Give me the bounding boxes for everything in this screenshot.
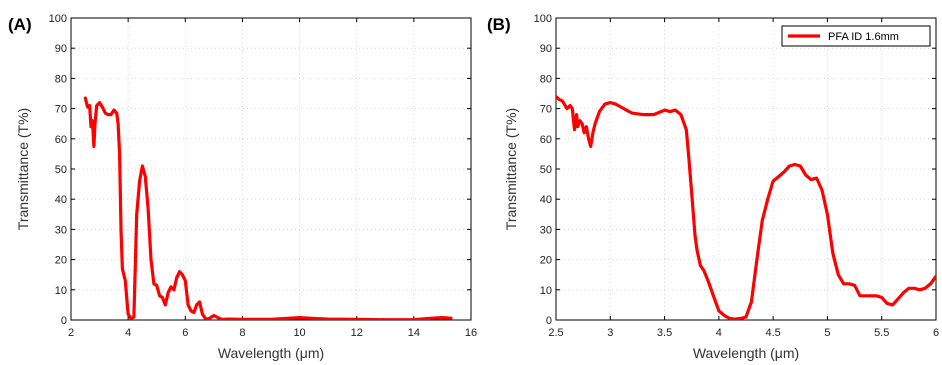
x-tick-label: 5.5 (874, 327, 889, 339)
panel-label: (A) (8, 15, 32, 34)
y-tick-label: 0 (61, 315, 67, 327)
y-tick-label: 100 (534, 13, 552, 25)
y-tick-label: 10 (55, 285, 67, 297)
x-axis-label: Wavelength (μm) (693, 345, 799, 361)
panel-label: (B) (487, 15, 511, 34)
legend-box (781, 25, 931, 47)
x-tick-label: 4 (125, 327, 131, 339)
y-tick-label: 0 (546, 315, 552, 327)
y-tick-label: 70 (55, 104, 67, 116)
y-tick-label: 50 (55, 164, 67, 176)
x-axis-label: Wavelength (μm) (218, 345, 324, 361)
y-tick-label: 10 (540, 285, 552, 297)
y-axis-label: Transmittance (T%) (503, 108, 519, 230)
x-tick-label: 8 (239, 327, 245, 339)
x-tick-label: 2 (68, 327, 74, 339)
x-tick-label: 16 (465, 327, 477, 339)
x-tick-label: 6 (182, 327, 188, 339)
x-tick-label: 3 (607, 327, 613, 339)
x-tick-label: 12 (351, 327, 363, 339)
series-line-transmittance (556, 94, 936, 320)
y-tick-label: 60 (55, 134, 67, 146)
legend-label: PFA ID 1.6mm (828, 31, 899, 43)
y-tick-label: 100 (49, 13, 67, 25)
chart-panel-b: 0 10 20 30 40 50 60 70 80 90 100 2.5 3 3.5 4 4.5 5 5.5 6 Wa… (487, 13, 939, 361)
y-tick-label: 30 (540, 224, 552, 236)
x-tick-label: 5 (824, 327, 830, 339)
x-tick-label: 10 (293, 327, 305, 339)
y-axis-label: Transmittance (T%) (15, 108, 31, 230)
y-tick-label: 40 (540, 194, 552, 206)
x-tick-label: 3.5 (657, 327, 672, 339)
y-tick-label: 40 (55, 194, 67, 206)
y-tick-label: 50 (540, 164, 552, 176)
y-tick-label: 80 (540, 73, 552, 85)
chart-panel-a: 0 10 20 30 40 50 60 70 80 90 100 2 4 6 8 10 12 14 16 Wavele… (8, 13, 477, 361)
y-tick-label: 90 (540, 43, 552, 55)
y-tick-label: 90 (55, 43, 67, 55)
x-tick-label: 6 (933, 327, 939, 339)
y-tick-label: 70 (540, 104, 552, 116)
y-tick-label: 20 (540, 255, 552, 267)
x-tick-label: 4.5 (765, 327, 780, 339)
y-tick-label: 60 (540, 134, 552, 146)
y-tick-label: 20 (55, 255, 67, 267)
x-tick-label: 4 (716, 327, 722, 339)
legend: PFA ID 1.6mm (781, 25, 931, 47)
x-tick-label: 2.5 (548, 327, 563, 339)
series-line-transmittance (83, 96, 453, 320)
y-tick-label: 80 (55, 73, 67, 85)
y-tick-label: 30 (55, 224, 67, 236)
x-tick-label: 14 (408, 327, 420, 339)
